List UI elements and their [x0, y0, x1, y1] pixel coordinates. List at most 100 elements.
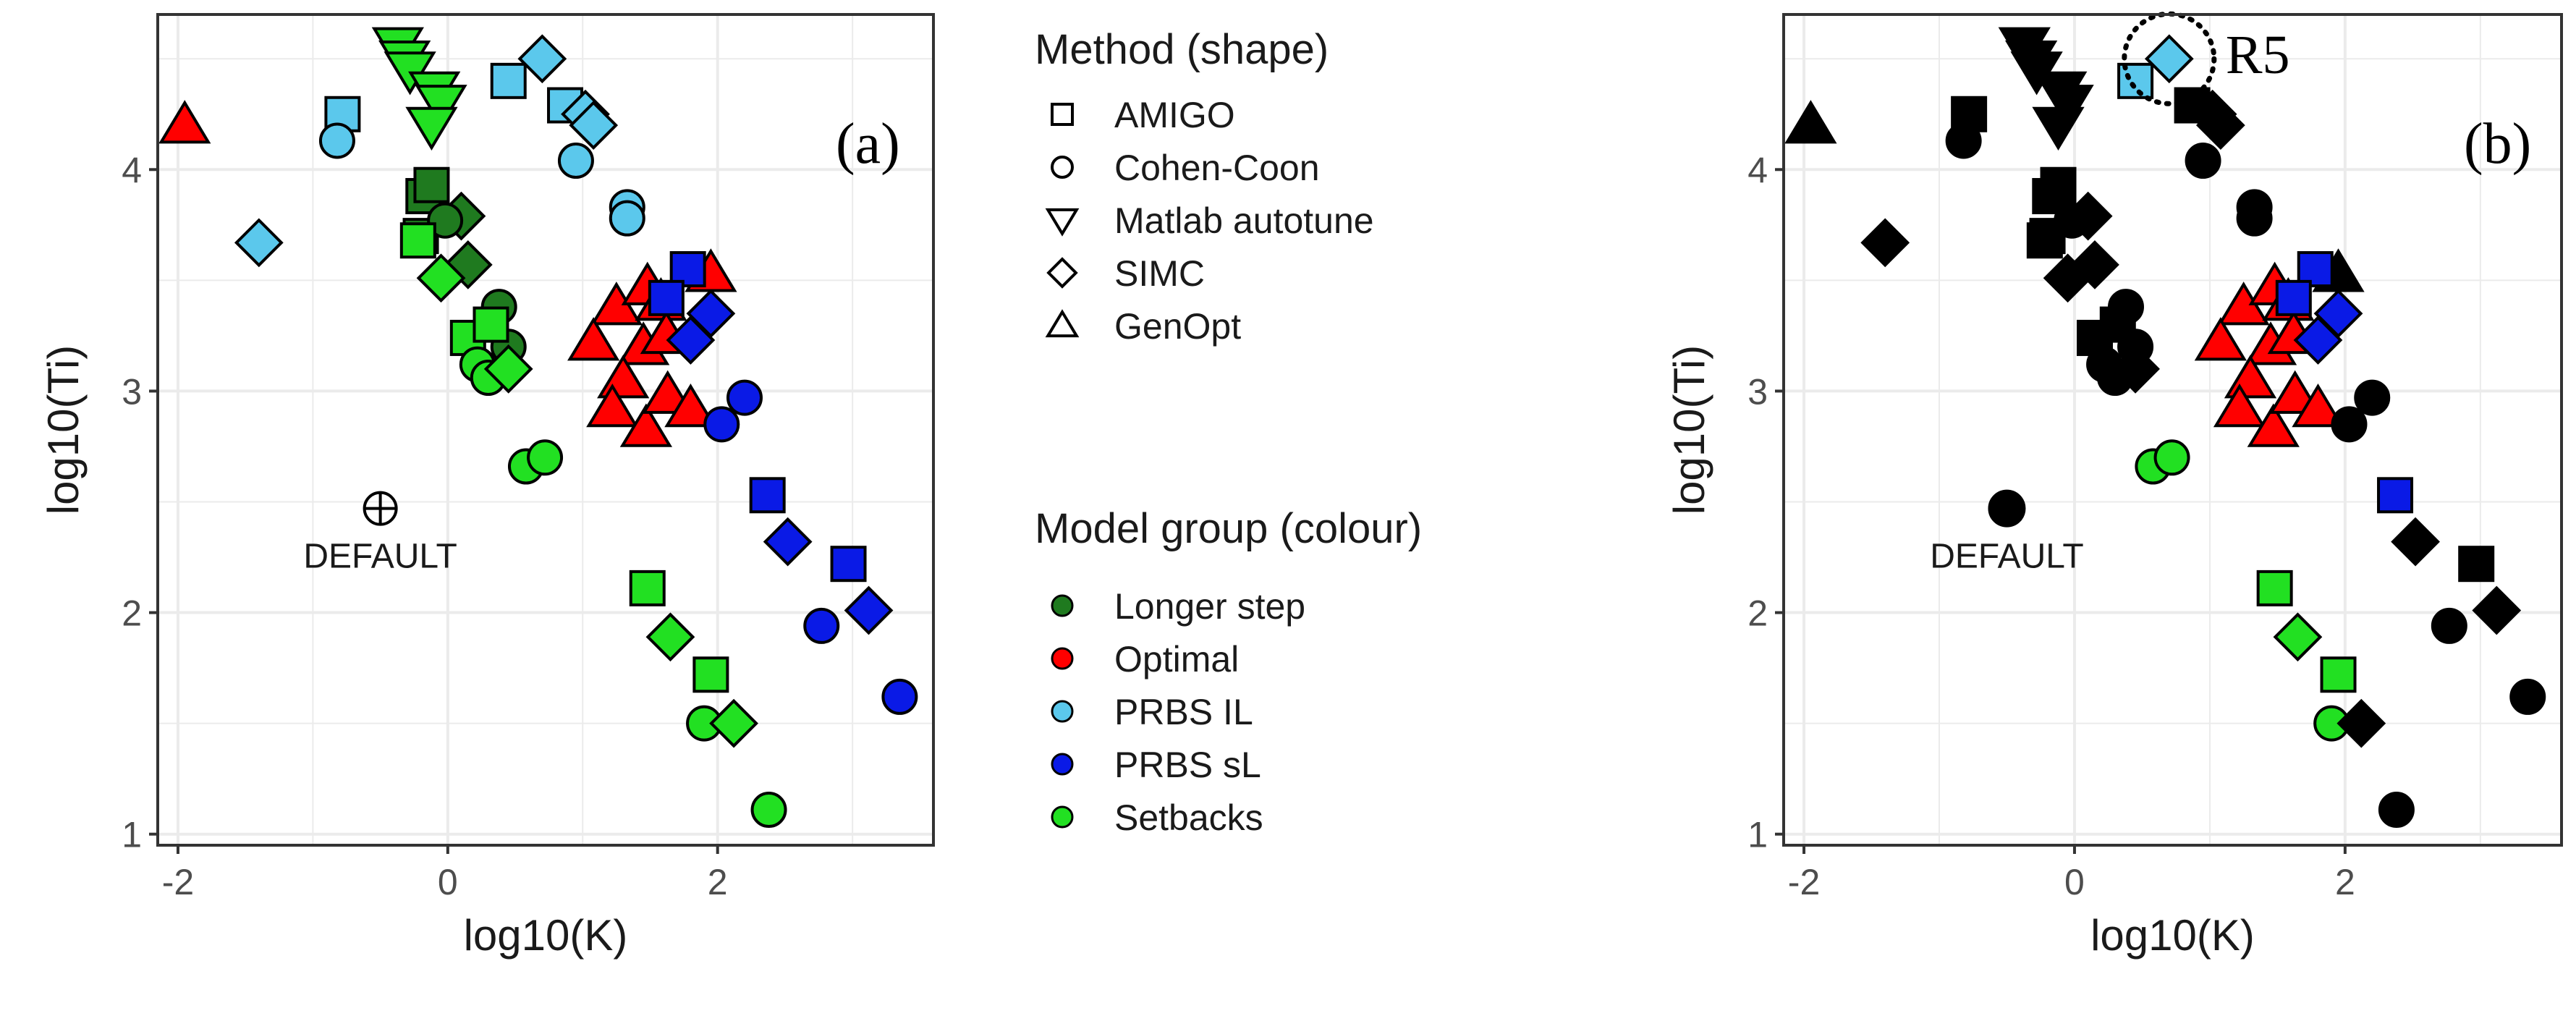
- data-point: [666, 316, 716, 365]
- legend-colour-item: Setbacks: [1051, 797, 1263, 838]
- legend-shape-title: Method (shape): [1035, 26, 1329, 73]
- legend-colour-title: Model group (colour): [1035, 505, 1422, 552]
- data-point: [709, 698, 758, 748]
- legend-colour-swatch-icon: [1051, 805, 1074, 829]
- data-point: [2273, 612, 2323, 662]
- legend-shape-label: GenOpt: [1114, 306, 1241, 347]
- legend-colour-label: Optimal: [1114, 639, 1239, 680]
- panel-label: (b): [2464, 112, 2531, 176]
- data-point: [2275, 279, 2312, 316]
- data-point: [609, 200, 645, 237]
- legend-shape-label: Matlab autotune: [1114, 200, 1374, 241]
- legend-shape-item: Cohen-Coon: [1051, 148, 1320, 188]
- data-point: [557, 143, 594, 179]
- data-point: [567, 317, 620, 361]
- data-point: [2194, 317, 2247, 361]
- data-point: [483, 344, 533, 394]
- panel-label: (a): [836, 112, 900, 176]
- data-point: [490, 62, 527, 99]
- legend-colour-label: PRBS IL: [1114, 692, 1253, 732]
- legend-colour-swatch-icon: [1051, 753, 1074, 776]
- legend-shape-square-icon: [1051, 103, 1074, 126]
- x-tick-label: -2: [162, 862, 194, 902]
- data-point: [399, 222, 436, 259]
- data-point: [415, 85, 467, 129]
- legend-shape-up-triangle-icon: [1045, 309, 1080, 338]
- data-point: [2354, 379, 2391, 416]
- data-point: [2331, 406, 2368, 443]
- legend-shape-item: GenOpt: [1045, 306, 1241, 347]
- legend-shape-item: SIMC: [1046, 253, 1205, 294]
- data-point: [2111, 344, 2160, 394]
- data-point: [844, 585, 894, 635]
- data-point: [2195, 101, 2245, 150]
- legend-shape-label: AMIGO: [1114, 95, 1235, 135]
- y-tick-label: 3: [1747, 371, 1768, 412]
- legend: Method (shape) Model group (colour) AMIG…: [1035, 26, 1422, 838]
- data-point: [416, 253, 466, 303]
- data-point: [703, 406, 740, 443]
- data-point: [2213, 383, 2266, 428]
- data-point: [405, 106, 458, 151]
- legend-shape-down-triangle-icon: [1045, 208, 1080, 237]
- data-point: [763, 517, 813, 567]
- data-point: [2293, 316, 2343, 365]
- legend-colour-item: PRBS IL: [1051, 692, 1253, 732]
- data-point: [517, 34, 567, 84]
- data-point: [803, 607, 840, 644]
- legend-colour-swatch-icon: [1051, 594, 1074, 617]
- x-tick-label: 2: [2335, 862, 2355, 902]
- legend-colour-item: PRBS sL: [1051, 745, 1261, 785]
- data-point: [586, 383, 639, 428]
- highlight-label: R5: [2226, 25, 2290, 85]
- data-point: [2041, 85, 2094, 129]
- legend-colour-label: Longer step: [1114, 586, 1305, 627]
- data-point: [2256, 570, 2293, 606]
- x-axis-label: log10(K): [2090, 911, 2255, 960]
- plot-border: [1782, 13, 2563, 847]
- plot-background: [158, 14, 933, 845]
- data-point: [2336, 698, 2386, 748]
- data-point: [569, 101, 619, 150]
- data-point: [1860, 218, 1910, 268]
- plot-background: [1784, 14, 2562, 845]
- data-point: [427, 202, 464, 239]
- x-tick-label: 2: [708, 862, 728, 902]
- y-axis-label: log10(Ti): [1665, 345, 1713, 515]
- data-point: [2431, 607, 2467, 644]
- legend-shape-diamond-icon: [1046, 257, 1078, 289]
- data-point: [750, 792, 787, 829]
- default-marker: [1988, 489, 2026, 528]
- data-point: [473, 306, 509, 343]
- legend-colour-swatch-icon: [1051, 700, 1074, 723]
- data-point: [2040, 166, 2077, 203]
- legend-colour-item: Longer step: [1051, 586, 1305, 627]
- data-point: [692, 656, 729, 693]
- data-point: [318, 122, 355, 159]
- data-point: [158, 100, 211, 144]
- panel-a: -2 0 2 1 2 3 4 log10(K) log10(Ti) DEFAULT (a): [39, 13, 935, 960]
- data-point: [881, 678, 918, 715]
- data-point: [830, 546, 867, 583]
- legend-shape-label: SIMC: [1114, 253, 1205, 294]
- y-tick-label: 3: [122, 371, 142, 412]
- data-point: [2026, 222, 2063, 259]
- data-point: [2509, 678, 2546, 715]
- data-point: [413, 166, 450, 203]
- data-point: [645, 612, 695, 662]
- x-tick-label: 0: [438, 862, 458, 902]
- y-tick-label: 4: [1747, 150, 1768, 190]
- legend-shape-label: Cohen-Coon: [1114, 148, 1320, 188]
- data-point: [2185, 143, 2221, 179]
- data-point: [2391, 517, 2440, 567]
- data-point: [2153, 439, 2190, 476]
- panel-b: -2 0 2 1 2 3 4 log10(K) log10(Ti) DEFAULT (b) R5: [1665, 11, 2563, 960]
- data-point: [2236, 200, 2273, 237]
- legend-colour-label: PRBS sL: [1114, 745, 1261, 785]
- y-tick-label: 1: [122, 815, 142, 855]
- data-point: [2099, 306, 2136, 343]
- data-point: [629, 570, 666, 606]
- y-tick-label: 2: [1747, 593, 1768, 634]
- y-tick-label: 2: [122, 593, 142, 634]
